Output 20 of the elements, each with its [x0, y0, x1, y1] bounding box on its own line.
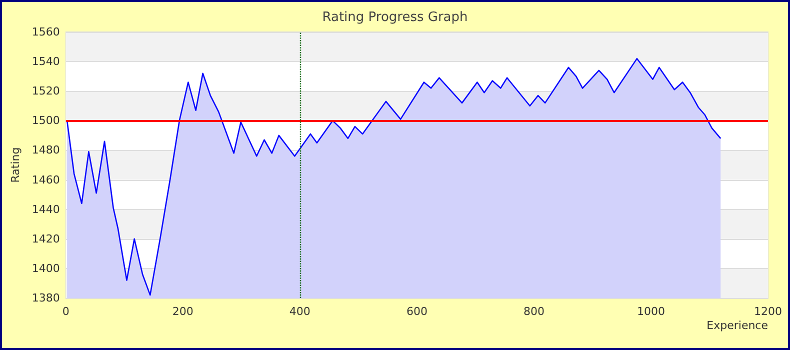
x-tick-label: 400 — [289, 305, 310, 318]
y-tick-label: 1380 — [32, 292, 60, 304]
y-tick-label: 1500 — [32, 114, 60, 128]
y-tick-label: 1440 — [32, 202, 60, 216]
y-tick-label: 1540 — [32, 55, 60, 68]
y-tick-label: 1480 — [32, 144, 60, 157]
x-tick-label: 200 — [172, 305, 194, 318]
y-tick-label: 1420 — [32, 232, 60, 246]
x-tick-label: 1000 — [636, 305, 665, 318]
chart-title: Rating Progress Graph — [322, 10, 468, 25]
x-axis-title: Experience — [706, 319, 768, 332]
x-tick-label: 1200 — [754, 305, 782, 318]
x-tick-label: 600 — [406, 305, 428, 318]
y-axis-title: Rating — [9, 147, 22, 183]
y-tick-label: 1520 — [32, 84, 60, 98]
y-tick-label: 1400 — [32, 262, 60, 275]
x-tick-label: 0 — [62, 305, 70, 318]
y-tick-label: 1460 — [32, 173, 60, 186]
y-tick-label: 1560 — [32, 26, 60, 38]
x-tick-label: 800 — [523, 305, 544, 318]
